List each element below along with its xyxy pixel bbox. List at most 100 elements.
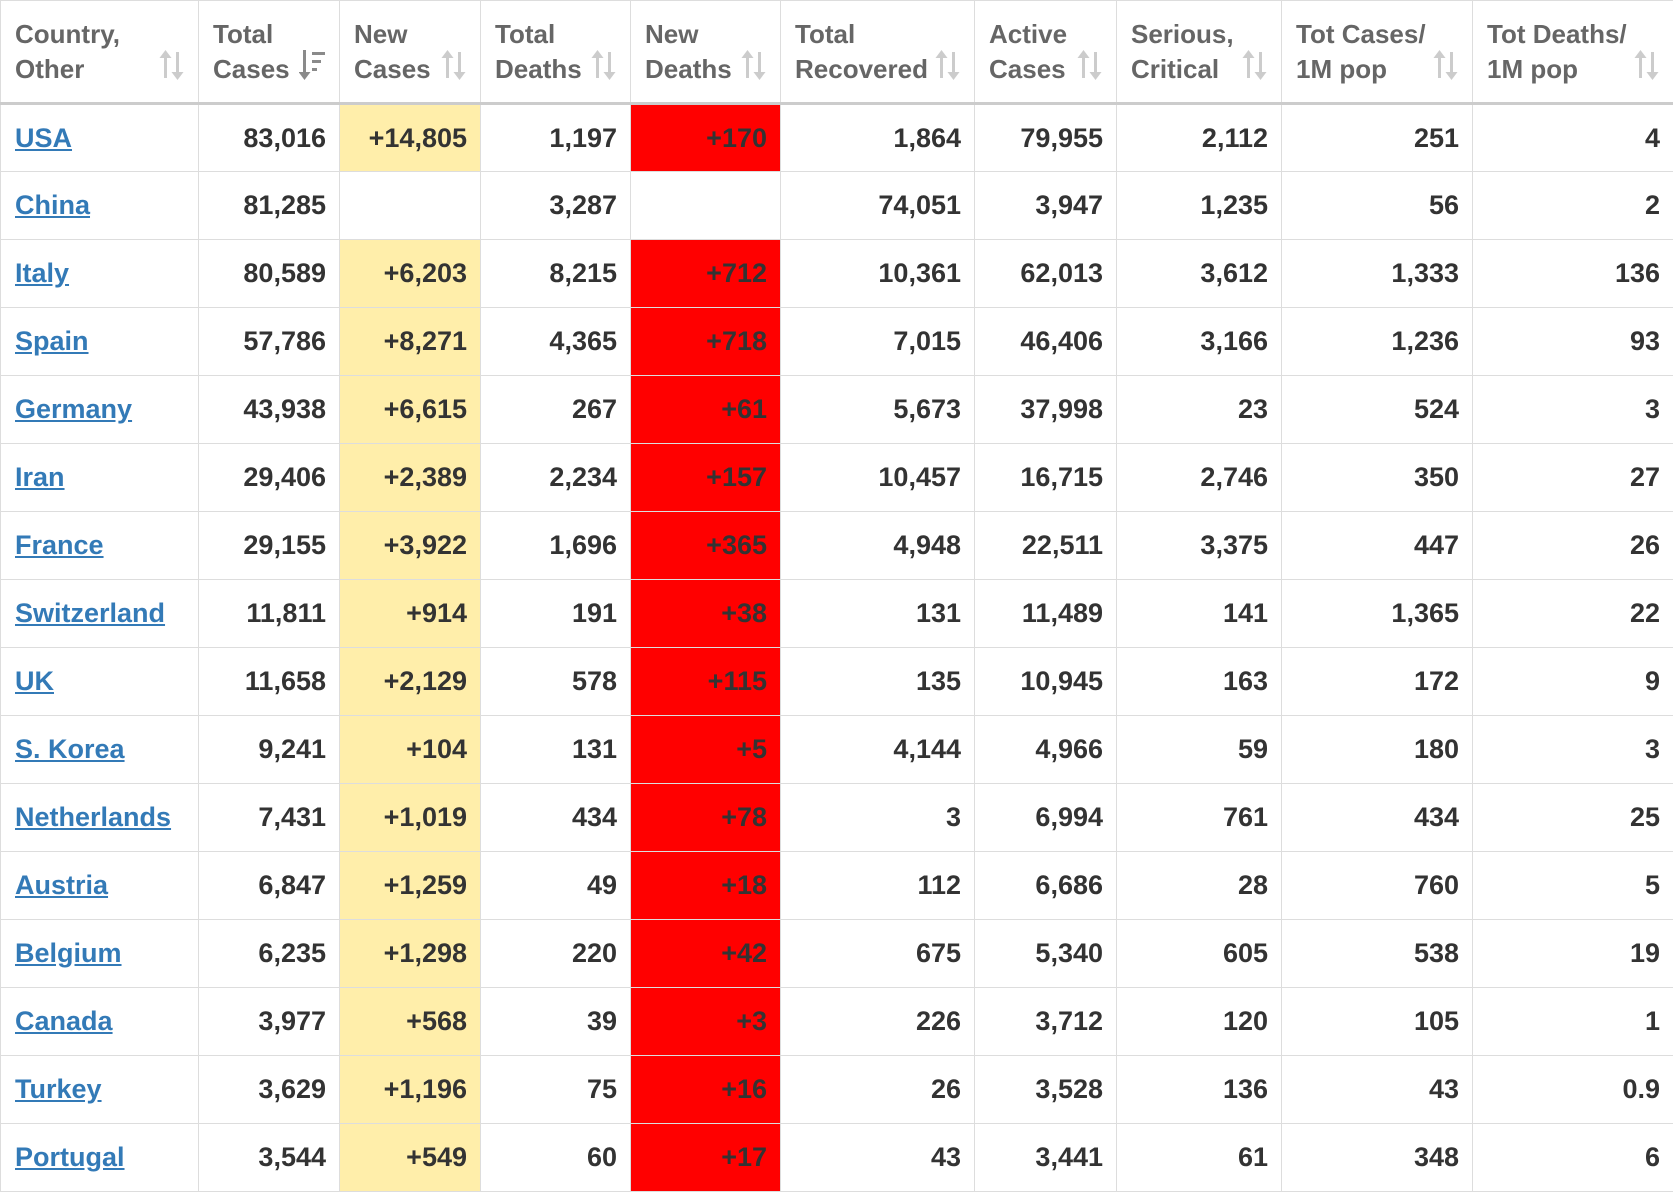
cell-tot-deaths-per-1m: 4 [1472,103,1673,172]
cell-total-deaths: 39 [480,987,631,1056]
column-header-active-cases[interactable]: Active Cases [974,0,1117,105]
cell-total-recovered: 74,051 [780,171,975,240]
country-link[interactable]: Austria [15,870,109,900]
cell-active-cases: 5,340 [974,919,1117,988]
country-link[interactable]: S. Korea [15,734,125,764]
cell-total-deaths: 191 [480,579,631,648]
cell-new-deaths: +61 [630,375,781,444]
country-link[interactable]: Iran [15,462,65,492]
column-header-serious-critical[interactable]: Serious, Critical [1116,0,1282,105]
column-header-total-cases[interactable]: Total Cases [198,0,340,105]
sort-icon[interactable] [934,50,962,80]
cell-new-cases: +1,196 [339,1055,481,1124]
cell-total-recovered: 4,948 [780,511,975,580]
cell-tot-deaths-per-1m: 26 [1472,511,1673,580]
country-link[interactable]: USA [15,122,73,153]
sort-icon[interactable] [1432,50,1460,80]
cell-country: Turkey [0,1055,199,1124]
cell-new-deaths: +365 [630,511,781,580]
country-link[interactable]: China [15,190,91,220]
cell-new-cases: +8,271 [339,307,481,376]
table-body: USA 83,016 +14,805 1,197 +170 1,864 79,955 2,11… [0,103,1673,1192]
sort-icon[interactable] [1633,50,1661,80]
sort-icon[interactable] [1076,50,1104,80]
sort-icon[interactable] [158,50,186,80]
cell-active-cases: 46,406 [974,307,1117,376]
cell-country: Portugal [0,1123,199,1192]
cell-new-deaths: +170 [630,103,781,172]
cell-total-recovered: 5,673 [780,375,975,444]
country-link[interactable]: Italy [15,258,70,288]
cell-serious-critical: 136 [1116,1055,1282,1124]
column-header-country[interactable]: Country, Other [0,0,199,105]
cell-total-cases: 3,977 [198,987,340,1056]
sort-desc-icon[interactable] [299,50,327,80]
sort-icon[interactable] [440,50,468,80]
table-row: UK 11,658 +2,129 578 +115 135 10,945 163 172 9 [0,647,1673,716]
country-link[interactable]: Belgium [15,938,122,968]
cell-new-cases: +104 [339,715,481,784]
cell-active-cases: 79,955 [974,103,1117,172]
table-row: Belgium 6,235 +1,298 220 +42 675 5,340 605 538 19 [0,919,1673,988]
sort-icon[interactable] [740,50,768,80]
cell-new-cases: +2,129 [339,647,481,716]
table-row: S. Korea 9,241 +104 131 +5 4,144 4,966 59 180 3 [0,715,1673,784]
cell-active-cases: 3,441 [974,1123,1117,1192]
cell-new-deaths: +115 [630,647,781,716]
cell-country: Belgium [0,919,199,988]
cell-new-deaths: +17 [630,1123,781,1192]
cell-new-deaths: +3 [630,987,781,1056]
cell-serious-critical: 120 [1116,987,1282,1056]
column-header-new-deaths[interactable]: New Deaths [630,0,781,105]
cell-total-recovered: 226 [780,987,975,1056]
column-header-label: Active Cases [989,18,1068,84]
cell-tot-cases-per-1m: 180 [1281,715,1473,784]
country-link[interactable]: Netherlands [15,802,172,832]
cell-country: Switzerland [0,579,199,648]
country-link[interactable]: UK [15,666,54,696]
header-row: Country, Other Total Cases [0,0,1673,105]
cell-tot-cases-per-1m: 172 [1281,647,1473,716]
country-link[interactable]: Germany [15,394,133,424]
country-link[interactable]: Spain [15,326,89,356]
cell-total-recovered: 131 [780,579,975,648]
cell-country: Italy [0,239,199,308]
sort-icon[interactable] [1241,50,1269,80]
column-header-tot-deaths-per-1m[interactable]: Tot Deaths/ 1M pop [1472,0,1673,105]
cell-total-deaths: 2,234 [480,443,631,512]
sort-icon[interactable] [590,50,618,80]
column-header-label: Country, Other [15,18,120,84]
cell-country: China [0,171,199,240]
cell-new-cases: +1,298 [339,919,481,988]
country-link[interactable]: Portugal [15,1142,125,1172]
column-header-tot-cases-per-1m[interactable]: Tot Cases/ 1M pop [1281,0,1473,105]
table-row: Austria 6,847 +1,259 49 +18 112 6,686 28 760 5 [0,851,1673,920]
cell-new-deaths: +78 [630,783,781,852]
country-link[interactable]: France [15,530,104,560]
cell-serious-critical: 3,166 [1116,307,1282,376]
column-header-label: Serious, Critical [1131,18,1234,84]
cell-country: Austria [0,851,199,920]
cell-total-recovered: 675 [780,919,975,988]
country-link[interactable]: Turkey [15,1074,102,1104]
cell-new-cases: +549 [339,1123,481,1192]
cell-total-deaths: 220 [480,919,631,988]
cell-total-recovered: 43 [780,1123,975,1192]
cell-active-cases: 3,528 [974,1055,1117,1124]
column-header-new-cases[interactable]: New Cases [339,0,481,105]
cell-new-deaths: +16 [630,1055,781,1124]
cell-tot-cases-per-1m: 348 [1281,1123,1473,1192]
country-link[interactable]: Canada [15,1006,113,1036]
column-header-total-recovered[interactable]: Total Recovered [780,0,975,105]
cell-serious-critical: 141 [1116,579,1282,648]
cell-new-cases [339,171,481,240]
cell-tot-deaths-per-1m: 6 [1472,1123,1673,1192]
country-link[interactable]: Switzerland [15,598,166,628]
column-header-total-deaths[interactable]: Total Deaths [480,0,631,105]
cell-total-deaths: 1,696 [480,511,631,580]
table-row: Switzerland 11,811 +914 191 +38 131 11,489 141 1… [0,579,1673,648]
cell-new-cases: +14,805 [339,103,481,172]
cell-total-cases: 11,658 [198,647,340,716]
cell-tot-cases-per-1m: 447 [1281,511,1473,580]
table-row: Spain 57,786 +8,271 4,365 +718 7,015 46,406 3,1… [0,307,1673,376]
